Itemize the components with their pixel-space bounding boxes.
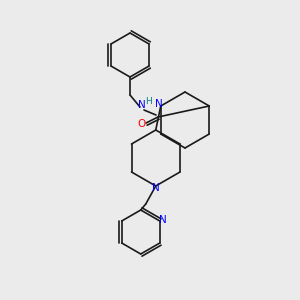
Text: O: O — [137, 119, 145, 129]
Text: N: N — [155, 99, 163, 109]
Text: N: N — [152, 183, 160, 193]
Text: H: H — [146, 98, 152, 106]
Text: N: N — [138, 100, 146, 110]
Text: N: N — [159, 215, 167, 225]
